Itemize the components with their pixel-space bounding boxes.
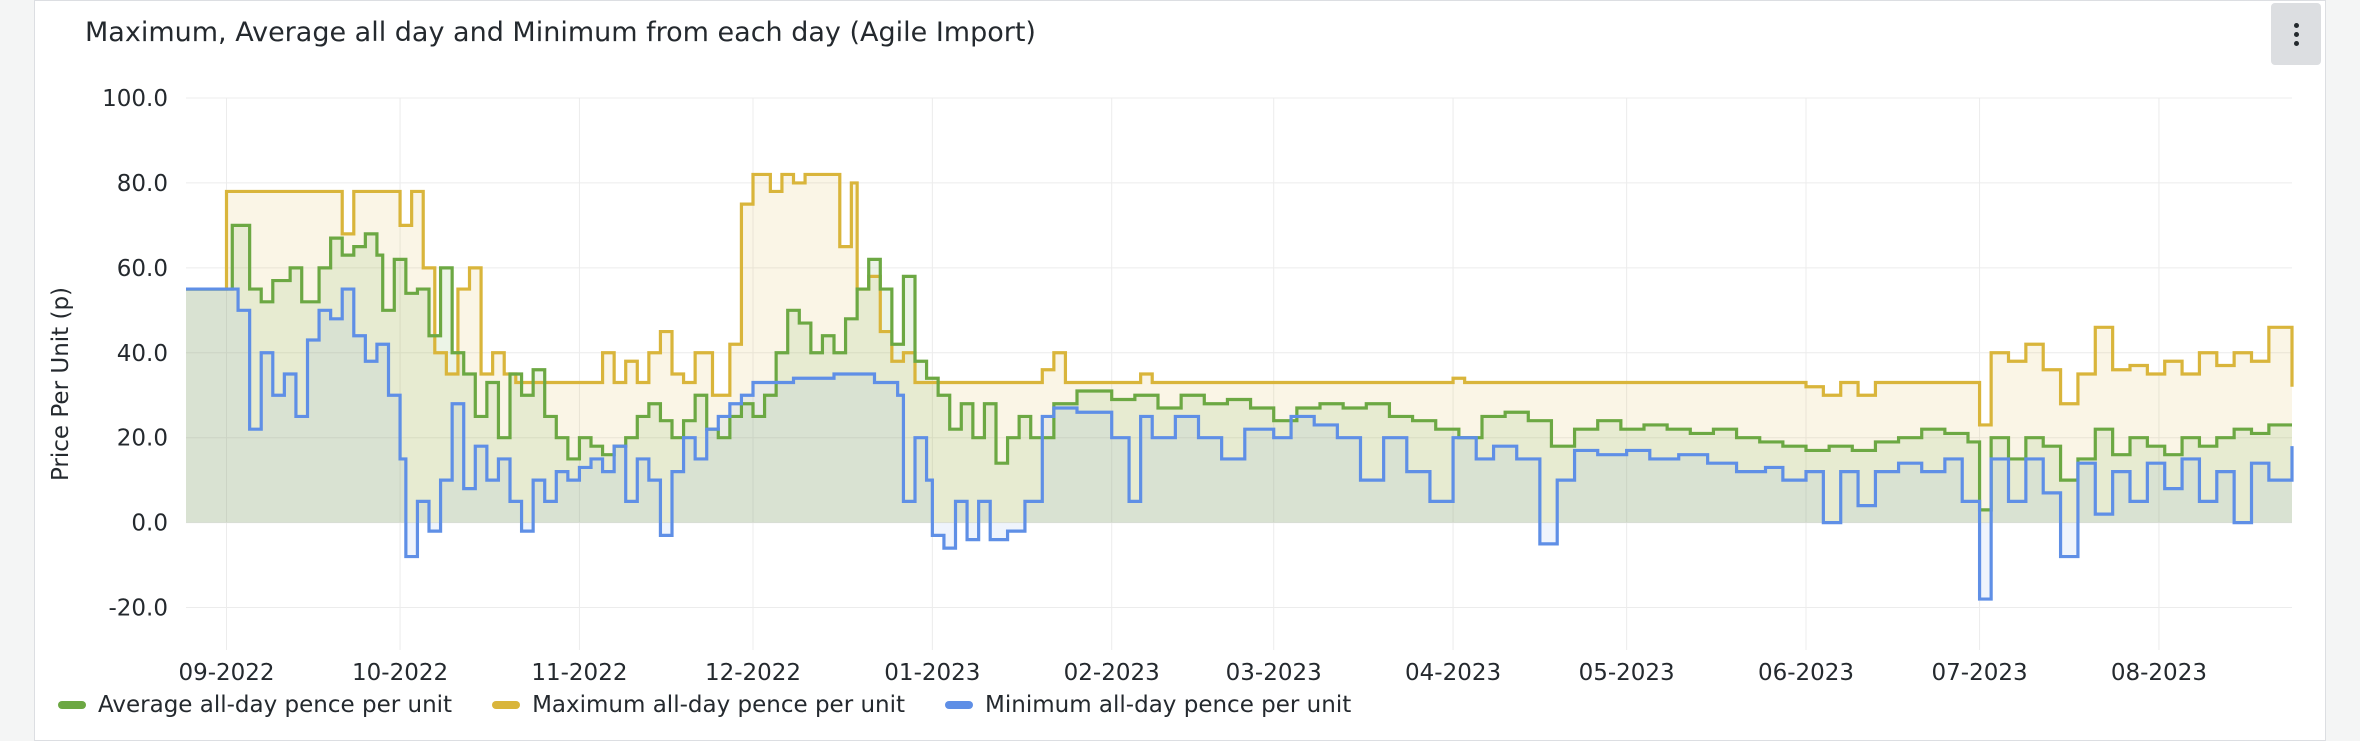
x-tick-label: 04-2023 <box>1405 660 1501 686</box>
series-line-min <box>186 287 2294 601</box>
x-tick-label: 08-2023 <box>2111 660 2207 686</box>
legend-label-average: Average all-day pence per unit <box>98 692 453 718</box>
legend-swatch-average <box>58 701 86 709</box>
x-tick-label: 10-2022 <box>352 660 448 686</box>
legend-label-maximum: Maximum all-day pence per unit <box>532 692 906 718</box>
legend-item-average[interactable]: Average all-day pence per unit <box>58 692 452 718</box>
series-line-avg <box>186 223 2292 512</box>
chart-legend: Average all-day pence per unit Maximum a… <box>58 692 1351 718</box>
legend-label-minimum: Minimum all-day pence per unit <box>985 692 1352 718</box>
x-tick-label: 05-2023 <box>1579 660 1675 686</box>
legend-swatch-maximum <box>492 701 521 709</box>
series-area-min <box>186 289 2292 600</box>
x-tick-label: 12-2022 <box>705 660 801 686</box>
x-tick-label: 03-2023 <box>1226 660 1322 686</box>
panel-menu-button[interactable] <box>2271 3 2321 65</box>
y-tick-label: 80.0 <box>117 171 168 197</box>
x-tick-label: 02-2023 <box>1064 660 1160 686</box>
x-tick-label: 06-2023 <box>1758 660 1854 686</box>
y-tick-label: 40.0 <box>117 341 168 367</box>
legend-swatch-minimum <box>945 701 974 709</box>
legend-item-maximum[interactable]: Maximum all-day pence per unit <box>492 692 905 718</box>
y-tick-label: 20.0 <box>117 426 168 452</box>
legend-item-minimum[interactable]: Minimum all-day pence per unit <box>945 692 1351 718</box>
kebab-icon <box>2293 21 2299 48</box>
y-axis-label: Price Per Unit (p) <box>48 287 74 481</box>
panel-title: Maximum, Average all day and Minimum fro… <box>85 17 1036 48</box>
y-tick-label: 100.0 <box>102 86 168 112</box>
x-tick-label: 09-2022 <box>178 660 274 686</box>
x-tick-label: 01-2023 <box>884 660 980 686</box>
y-tick-label: -20.0 <box>108 596 168 622</box>
chart-panel: Maximum, Average all day and Minimum fro… <box>34 0 2326 741</box>
series-line-max <box>186 172 2294 427</box>
series-area-avg <box>186 225 2292 523</box>
series-area-max <box>186 174 2292 523</box>
y-tick-label: 60.0 <box>117 256 168 282</box>
x-tick-label: 11-2022 <box>531 660 627 686</box>
y-tick-label: 0.0 <box>131 511 168 537</box>
x-tick-label: 07-2023 <box>1932 660 2028 686</box>
